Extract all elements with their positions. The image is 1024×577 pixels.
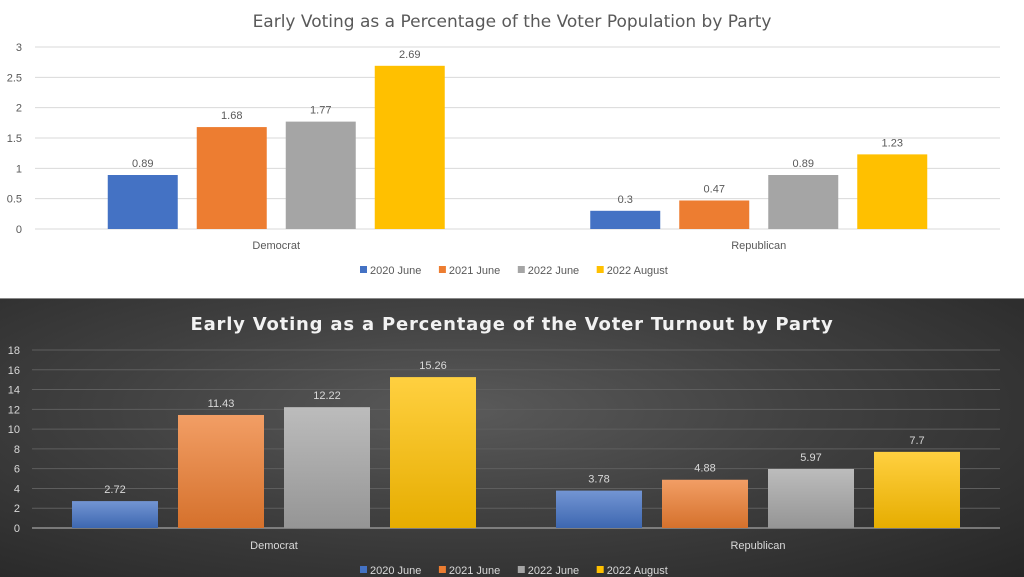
data-label: 4.88 [694,463,715,475]
bar-republican-2022-june [768,468,854,528]
legend-swatch-2022-august [596,266,604,273]
bar-republican-2022-june [768,175,839,229]
bar-democrat-2020-june [107,175,178,229]
legend-swatch-2022-august [596,566,604,573]
bar-democrat-2020-june [72,501,158,528]
data-label: 1.77 [310,105,331,117]
bar-republican-2022-august [874,451,960,528]
legend-swatch-2022-june [517,566,525,573]
y-tick-label: 2.5 [7,72,22,84]
legend-item-2022-august: 2022 August [607,265,668,277]
bar-republican-2020-june [556,490,642,528]
x-category-label: Democrat [250,540,298,552]
population-chart-panel: Early Voting as a Percentage of the Vote… [6,12,1000,277]
y-tick-label: 4 [14,483,20,495]
data-label: 5.97 [800,452,821,464]
legend-swatch-2021-june [438,266,446,273]
bar-democrat-2022-august [374,65,445,229]
y-tick-label: 10 [8,424,20,436]
data-label: 0.3 [618,194,633,206]
bar-democrat-2022-june [284,407,370,528]
data-label: 1.23 [882,137,903,149]
x-category-label: Republican [730,540,785,552]
turnout-chart: Early Voting as a Percentage of the Vote… [8,314,1000,577]
y-tick-label: 3 [16,42,22,54]
y-tick-label: 0 [16,224,22,236]
bar-democrat-2021-june [178,414,264,528]
data-label: 2.72 [104,484,125,496]
y-tick-label: 16 [8,365,20,377]
data-label: 0.89 [132,158,153,170]
bar-republican-2020-june [590,210,661,229]
y-tick-label: 2 [16,103,22,115]
y-tick-label: 12 [8,404,20,416]
y-tick-label: 18 [8,345,20,357]
legend-item-2022-june: 2022 June [528,565,579,577]
data-label: 3.78 [588,474,609,486]
bar-republican-2022-august [857,154,928,229]
legend-item-2022-august: 2022 August [607,565,668,577]
bar-democrat-2022-june [285,121,356,229]
legend-swatch-2021-june [438,566,446,573]
data-label: 0.47 [704,183,725,195]
legend-swatch-2020-june [360,566,367,573]
y-tick-label: 2 [14,503,20,515]
data-label: 7.7 [909,435,924,447]
population-chart: Early Voting as a Percentage of the Vote… [7,12,1000,277]
legend-item-2022-june: 2022 June [528,265,579,277]
bar-republican-2021-june [662,479,748,528]
y-tick-label: 6 [14,464,20,476]
data-label: 15.26 [419,360,447,372]
data-label: 12.22 [313,390,341,402]
chart-title: Early Voting as a Percentage of the Vote… [190,314,833,335]
y-tick-label: 1.5 [7,133,22,145]
bar-democrat-2022-august [390,377,476,528]
data-label: 0.89 [793,158,814,170]
x-category-label: Democrat [252,240,300,252]
bar-democrat-2021-june [196,127,267,229]
legend-item-2021-june: 2021 June [449,565,500,577]
y-tick-label: 0 [14,523,20,535]
legend-item-2021-june: 2021 June [449,265,500,277]
legend-swatch-2020-june [360,266,367,273]
data-label: 1.68 [221,110,242,122]
legend-item-2020-june: 2020 June [370,565,421,577]
chart-title: Early Voting as a Percentage of the Vote… [253,12,772,32]
x-category-label: Republican [731,240,786,252]
data-label: 2.69 [399,49,420,61]
y-tick-label: 1 [16,163,22,175]
y-tick-label: 14 [8,385,20,397]
data-label: 11.43 [208,398,235,410]
y-tick-label: 0.5 [7,194,22,206]
y-tick-label: 8 [14,444,20,456]
turnout-chart-panel: Early Voting as a Percentage of the Vote… [0,298,1024,577]
legend-swatch-2022-june [517,266,525,273]
legend-item-2020-june: 2020 June [370,265,421,277]
bar-republican-2021-june [679,200,750,229]
